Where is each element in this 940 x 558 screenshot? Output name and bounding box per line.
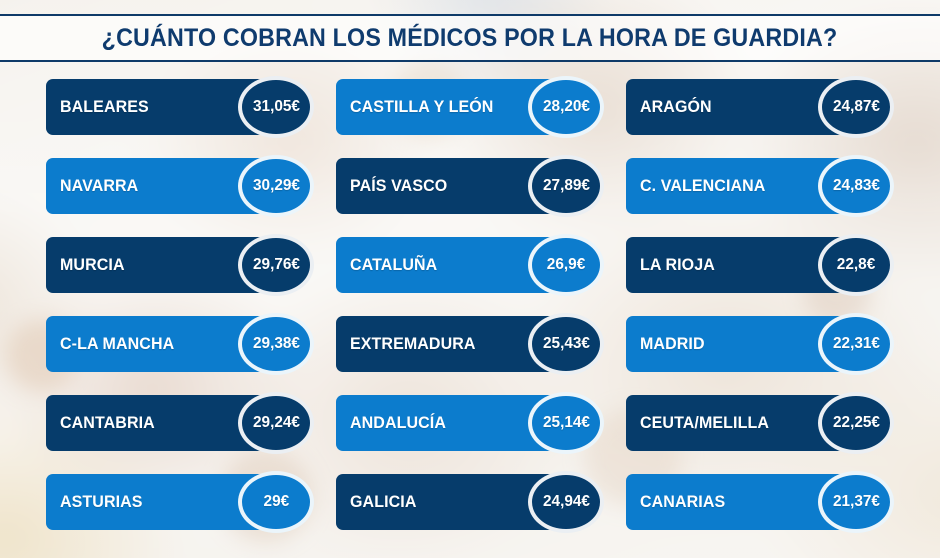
value-label: 30,29€ — [252, 177, 300, 194]
region-row[interactable]: PAÍS VASCO 27,89€ — [336, 155, 604, 217]
value-bubble: 29,76€ — [238, 234, 314, 296]
region-label: ANDALUCÍA — [350, 413, 447, 432]
region-label: LA RIOJA — [640, 255, 715, 274]
value-bubble: 31,05€ — [238, 76, 314, 138]
region-column-2: CASTILLA Y LEÓN 28,20€ PAÍS VASCO 27,89€ CAT… — [336, 76, 604, 549]
region-label: EXTREMADURA — [350, 334, 476, 353]
value-bubble: 25,43€ — [528, 313, 604, 375]
region-row[interactable]: CATALUÑA 26,9€ — [336, 234, 604, 296]
value-bubble: 24,94€ — [528, 471, 604, 533]
value-label: 31,05€ — [252, 98, 300, 115]
region-row[interactable]: CANARIAS 21,37€ — [626, 471, 894, 533]
region-label: PAÍS VASCO — [350, 176, 448, 195]
region-label: ASTURIAS — [60, 492, 143, 511]
region-label: CASTILLA Y LEÓN — [350, 97, 494, 116]
value-label: 25,14€ — [542, 414, 590, 431]
region-row[interactable]: GALICIA 24,94€ — [336, 471, 604, 533]
region-row[interactable]: ASTURIAS 29€ — [46, 471, 314, 533]
value-bubble: 30,29€ — [238, 155, 314, 217]
region-label: C. VALENCIANA — [640, 176, 766, 195]
region-row[interactable]: EXTREMADURA 25,43€ — [336, 313, 604, 375]
region-row[interactable]: MURCIA 29,76€ — [46, 234, 314, 296]
value-bubble: 22,31€ — [818, 313, 894, 375]
region-label: MADRID — [640, 334, 705, 353]
region-label: CEUTA/MELILLA — [640, 413, 769, 432]
value-label: 29€ — [263, 493, 289, 510]
value-bubble: 26,9€ — [528, 234, 604, 296]
title-band: ¿CUÁNTO COBRAN LOS MÉDICOS POR LA HORA D… — [0, 14, 940, 62]
value-label: 29,24€ — [252, 414, 300, 431]
value-bubble: 22,8€ — [818, 234, 894, 296]
value-bubble: 28,20€ — [528, 76, 604, 138]
region-label: CATALUÑA — [350, 255, 438, 274]
value-bubble: 27,89€ — [528, 155, 604, 217]
value-label: 27,89€ — [542, 177, 590, 194]
region-row[interactable]: C-LA MANCHA 29,38€ — [46, 313, 314, 375]
region-row[interactable]: BALEARES 31,05€ — [46, 76, 314, 138]
regions-grid: BALEARES 31,05€ NAVARRA 30,29€ MURCIA 29,76€ C… — [0, 76, 940, 549]
value-label: 26,9€ — [546, 256, 586, 273]
value-label: 25,43€ — [542, 335, 590, 352]
value-bubble: 24,83€ — [818, 155, 894, 217]
value-label: 24,83€ — [832, 177, 880, 194]
region-label: GALICIA — [350, 492, 417, 511]
region-label: CANARIAS — [640, 492, 726, 511]
value-label: 28,20€ — [542, 98, 590, 115]
region-row[interactable]: CEUTA/MELILLA 22,25€ — [626, 392, 894, 454]
value-label: 29,38€ — [252, 335, 300, 352]
region-row[interactable]: CASTILLA Y LEÓN 28,20€ — [336, 76, 604, 138]
region-label: C-LA MANCHA — [60, 334, 175, 353]
region-row[interactable]: CANTABRIA 29,24€ — [46, 392, 314, 454]
value-label: 22,8€ — [836, 256, 876, 273]
value-bubble: 24,87€ — [818, 76, 894, 138]
value-bubble: 25,14€ — [528, 392, 604, 454]
value-bubble: 29,38€ — [238, 313, 314, 375]
region-label: CANTABRIA — [60, 413, 155, 432]
region-row[interactable]: NAVARRA 30,29€ — [46, 155, 314, 217]
region-row[interactable]: ANDALUCÍA 25,14€ — [336, 392, 604, 454]
region-row[interactable]: LA RIOJA 22,8€ — [626, 234, 894, 296]
value-bubble: 29€ — [238, 471, 314, 533]
region-label: ARAGÓN — [640, 97, 712, 116]
region-label: MURCIA — [60, 255, 125, 274]
value-bubble: 21,37€ — [818, 471, 894, 533]
value-label: 22,25€ — [832, 414, 880, 431]
region-label: BALEARES — [60, 97, 149, 116]
value-label: 24,94€ — [542, 493, 590, 510]
region-row[interactable]: C. VALENCIANA 24,83€ — [626, 155, 894, 217]
region-column-1: BALEARES 31,05€ NAVARRA 30,29€ MURCIA 29,76€ C… — [46, 76, 314, 549]
value-label: 21,37€ — [832, 493, 880, 510]
value-label: 22,31€ — [832, 335, 880, 352]
region-label: NAVARRA — [60, 176, 139, 195]
value-label: 29,76€ — [252, 256, 300, 273]
region-row[interactable]: ARAGÓN 24,87€ — [626, 76, 894, 138]
page-title: ¿CUÁNTO COBRAN LOS MÉDICOS POR LA HORA D… — [102, 23, 838, 52]
value-label: 24,87€ — [832, 98, 880, 115]
region-column-3: ARAGÓN 24,87€ C. VALENCIANA 24,83€ LA RIOJA 2… — [626, 76, 894, 549]
region-row[interactable]: MADRID 22,31€ — [626, 313, 894, 375]
value-bubble: 22,25€ — [818, 392, 894, 454]
value-bubble: 29,24€ — [238, 392, 314, 454]
